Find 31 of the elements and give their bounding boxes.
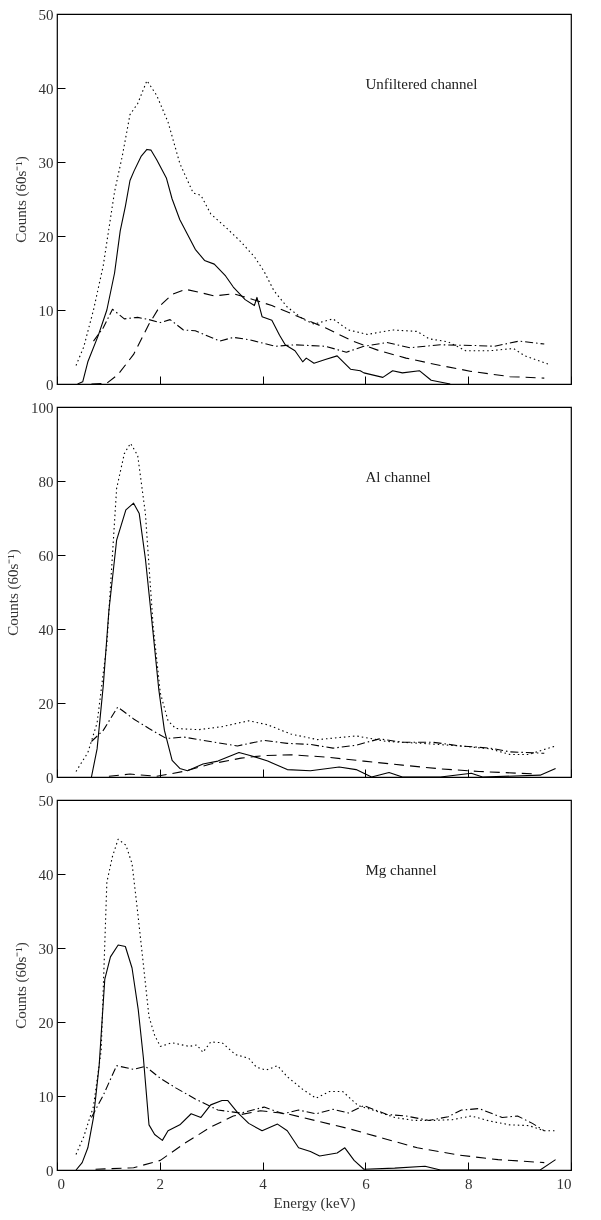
x-tick-label: 4 [259,1175,268,1192]
y-tick-label: 50 [38,6,54,23]
y-axis-title: Counts (60s⁻¹) [12,156,30,243]
x-axis-title: Energy (keV) [273,1194,356,1212]
y-tick-label: 30 [38,940,54,957]
y-tick-label: 20 [38,1014,54,1031]
y-tick-label: 0 [46,376,54,393]
annotation: Mg channel [365,862,437,878]
y-tick-label: 80 [38,473,54,490]
annotation: Unfiltered channel [365,76,478,92]
y-tick-label: 0 [46,1162,54,1179]
x-tick-label: 0 [57,1175,65,1192]
annotation: Al channel [365,469,431,485]
y-tick-label: 30 [38,154,54,171]
x-tick-label: 10 [556,1175,572,1192]
x-tick-label: 8 [464,1175,473,1192]
y-axis-title: Counts (60s⁻¹) [12,942,30,1029]
y-tick-label: 40 [38,866,54,883]
x-tick-label: 2 [156,1175,165,1192]
y-axis-title: Counts (60s⁻¹) [5,549,22,636]
y-tick-label: 60 [38,547,54,564]
y-tick-label: 10 [38,302,54,319]
y-tick-label: 10 [38,1088,54,1105]
y-tick-label: 100 [31,399,54,416]
y-tick-label: 0 [46,769,54,786]
y-tick-label: 20 [38,695,54,712]
y-tick-label: 40 [38,80,54,97]
x-tick-label: 6 [362,1175,371,1192]
y-tick-label: 50 [38,792,54,809]
y-tick-label: 20 [38,228,54,245]
y-tick-label: 40 [38,621,54,638]
